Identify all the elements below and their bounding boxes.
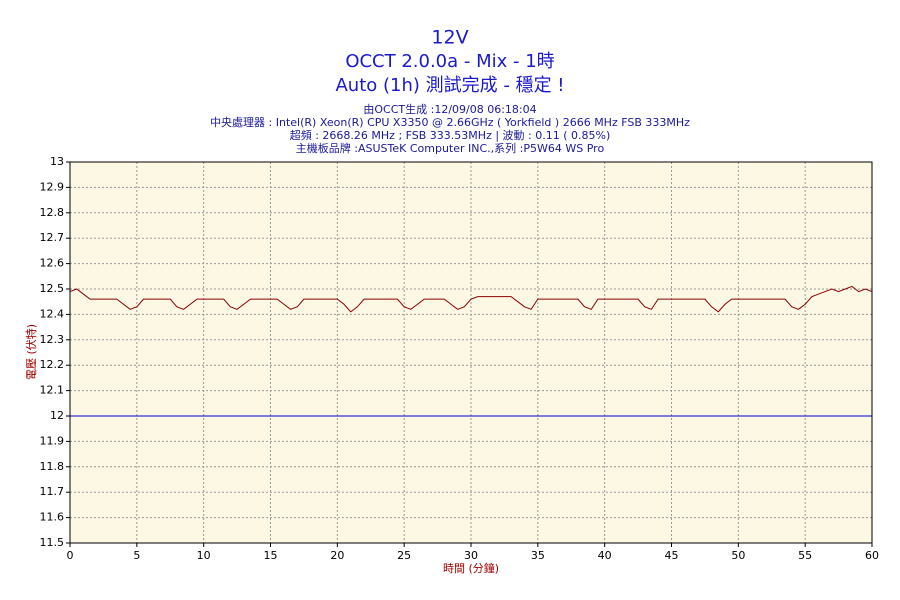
x-tick-label: 20 — [330, 549, 344, 562]
x-tick-label: 30 — [464, 549, 478, 562]
y-tick-label: 11.5 — [40, 536, 65, 549]
subtitle: 主機板品牌 :ASUSTeK Computer INC.,系列 :P5W64 W… — [296, 141, 605, 155]
x-tick-label: 15 — [264, 549, 278, 562]
y-tick-label: 12.2 — [40, 358, 65, 371]
y-tick-label: 11.8 — [40, 460, 65, 473]
y-tick-label: 12.7 — [40, 231, 65, 244]
y-tick-label: 12.8 — [40, 206, 65, 219]
x-tick-label: 60 — [865, 549, 879, 562]
x-tick-label: 25 — [397, 549, 411, 562]
x-axis-label: 時間 (分鐘) — [443, 561, 499, 575]
y-tick-label: 11.9 — [40, 434, 65, 447]
x-tick-label: 50 — [731, 549, 745, 562]
y-tick-label: 12.3 — [40, 333, 65, 346]
plot-border — [69, 161, 873, 544]
y-tick-label: 12.4 — [40, 307, 65, 320]
line — [69, 285, 873, 313]
x-tick-label: 45 — [665, 549, 679, 562]
y-tick-label: 11.6 — [40, 511, 65, 524]
subtitle: 超頻 : 2668.26 MHz ; FSB 333.53MHz | 波動 : … — [290, 128, 611, 142]
x-tick-label: 35 — [531, 549, 545, 562]
y-tick-label: 12.1 — [40, 384, 65, 397]
x-tick-label: 40 — [598, 549, 612, 562]
title-line: Auto (1h) 測試完成 - 穩定 ! — [335, 75, 564, 96]
x-tick-label: 10 — [197, 549, 211, 562]
subtitle: 由OCCT生成 :12/09/08 06:18:04 — [363, 102, 536, 116]
y-tick-label: 12.5 — [40, 282, 65, 295]
y-tick-label: 11.7 — [40, 485, 65, 498]
subtitle: 中央處理器 : Intel(R) Xeon(R) CPU X3350 @ 2.6… — [210, 115, 690, 129]
x-tick-label: 55 — [798, 549, 812, 562]
title-line: OCCT 2.0.0a - Mix - 1時 — [345, 51, 554, 72]
y-tick-label: 12.9 — [40, 180, 65, 193]
x-tick-label: 5 — [133, 549, 140, 562]
y-tick-label: 12 — [50, 409, 64, 422]
y-tick-label: 12.6 — [40, 257, 65, 270]
y-axis-label: 電壓 (伏特) — [24, 324, 38, 380]
x-tick-label: 0 — [67, 549, 74, 562]
chart-title: 12V — [431, 27, 468, 49]
y-tick-label: 13 — [50, 155, 64, 168]
